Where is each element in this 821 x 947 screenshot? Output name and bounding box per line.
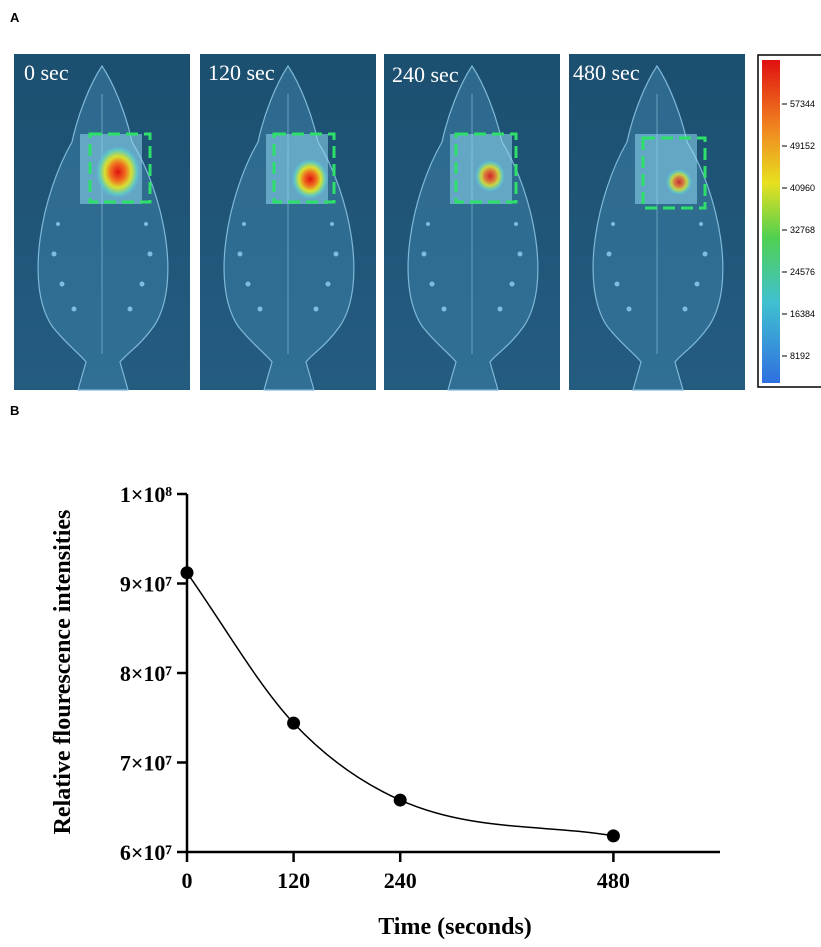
colorbar: 57344 49152 40960 32768 24576 16384 8192 <box>757 54 821 388</box>
frame-label: 120 sec <box>208 60 275 85</box>
y-tick-label: 1×10⁸ <box>120 482 173 507</box>
image-frame: 240 sec <box>383 53 561 391</box>
x-axis-title: Time (seconds) <box>378 914 532 940</box>
data-point <box>393 793 407 807</box>
colorbar-label: 8192 <box>790 351 810 361</box>
y-tick-label: 6×10⁷ <box>120 840 173 865</box>
colorbar-label: 57344 <box>790 99 815 109</box>
image-frame: 480 sec <box>568 53 746 391</box>
colorbar-label: 16384 <box>790 309 815 319</box>
colorbar-label: 24576 <box>790 267 815 277</box>
image-frame: 0 sec <box>13 53 191 391</box>
y-tick-label: 9×10⁷ <box>120 572 173 597</box>
frame-label: 480 sec <box>573 60 640 85</box>
panel-label: B <box>10 403 19 418</box>
data-point <box>180 566 194 580</box>
colorbar-label: 49152 <box>790 141 815 151</box>
y-tick-label: 7×10⁷ <box>120 751 173 776</box>
colorbar-label: 40960 <box>790 183 815 193</box>
image-frame: 120 sec <box>199 53 377 391</box>
data-point <box>606 829 620 843</box>
x-tick-label: 240 <box>384 868 417 893</box>
fit-line <box>186 572 614 837</box>
x-tick-label: 0 <box>182 868 193 893</box>
colorbar-label: 32768 <box>790 225 815 235</box>
y-tick-label: 8×10⁷ <box>120 661 173 686</box>
frame-label: 240 sec <box>392 62 459 87</box>
panel-label: A <box>10 10 20 25</box>
data-point <box>287 716 301 730</box>
x-tick-label: 480 <box>597 868 630 893</box>
y-axis-title: Relative flourescence intensities <box>50 510 76 835</box>
x-tick-label: 120 <box>277 868 310 893</box>
frame-label: 0 sec <box>24 60 69 85</box>
